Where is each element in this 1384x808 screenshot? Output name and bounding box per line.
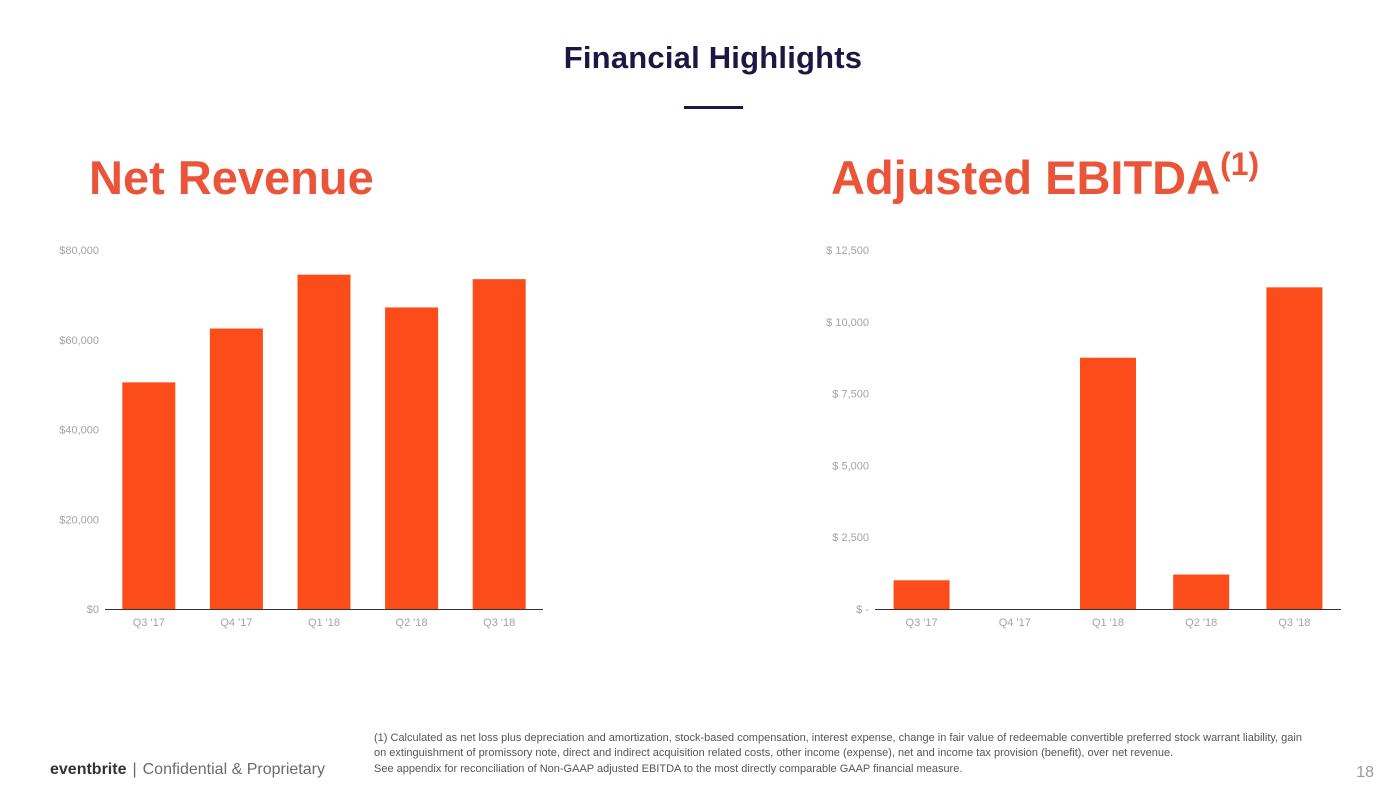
net-revenue-y-tick-label: $40,000 xyxy=(59,425,99,437)
brand-logo-text: eventbrite xyxy=(50,761,127,778)
net-revenue-bar xyxy=(385,307,439,609)
net-revenue-x-tick-label: Q2 '18 xyxy=(396,617,428,629)
footnote: (1) Calculated as net loss plus deprecia… xyxy=(374,731,1304,777)
ebitda-y-tick-label: $ 12,500 xyxy=(826,245,869,257)
net-revenue-y-tick-label: $0 xyxy=(87,604,99,616)
net-revenue-heading: Net Revenue xyxy=(89,150,374,205)
page-number: 18 xyxy=(1356,764,1374,781)
ebitda-bar xyxy=(1266,287,1323,609)
adjusted-ebitda-title: Adjusted EBITDA xyxy=(831,151,1221,204)
adjusted-ebitda-heading: Adjusted EBITDA(1) xyxy=(831,146,1259,205)
ebitda-x-tick-label: Q2 '18 xyxy=(1185,617,1217,629)
footnote-definition: (1) Calculated as net loss plus deprecia… xyxy=(374,732,1302,760)
page-title: Financial Highlights xyxy=(563,40,863,75)
footnote-appendix-note: See appendix for reconciliation of Non-G… xyxy=(374,762,963,775)
net-revenue-bar xyxy=(472,279,526,609)
confidential-label: Confidential & Proprietary xyxy=(142,761,325,778)
ebitda-x-tick-label: Q1 '18 xyxy=(1092,617,1124,629)
ebitda-bar xyxy=(1173,574,1230,609)
ebitda-y-tick-label: $ 7,500 xyxy=(832,389,869,401)
net-revenue-chart: $0 $20,000 $40,000 $60,000 $80,000 Q3 '17 Q4 '… xyxy=(59,245,543,629)
net-revenue-bar xyxy=(122,382,176,609)
net-revenue-title: Net Revenue xyxy=(89,151,374,204)
ebitda-bar xyxy=(1080,357,1136,609)
ebitda-x-tick-label: Q4 '17 xyxy=(999,617,1031,629)
ebitda-x-tick-label: Q3 '18 xyxy=(1278,617,1310,629)
net-revenue-y-tick-label: $60,000 xyxy=(59,335,99,347)
title-underline xyxy=(684,106,743,109)
net-revenue-bar xyxy=(209,328,263,609)
net-revenue-x-tick-label: Q3 '18 xyxy=(483,617,515,629)
net-revenue-y-tick-label: $80,000 xyxy=(59,245,99,257)
net-revenue-bar xyxy=(297,274,351,609)
footer-brand: eventbrite | Confidential & Proprietary xyxy=(50,761,325,779)
ebitda-y-tick-label: $ 10,000 xyxy=(826,317,869,329)
ebitda-y-tick-label: $ - xyxy=(856,604,869,616)
ebitda-bar xyxy=(893,580,950,609)
adjusted-ebitda-chart: $ - $ 2,500 $ 5,000 $ 7,500 $ 10,000 $ 12,500… xyxy=(826,245,1341,629)
ebitda-x-tick-label: Q3 '17 xyxy=(906,617,938,629)
footnote-marker: (1) xyxy=(1220,146,1260,182)
net-revenue-x-tick-label: Q1 '18 xyxy=(308,617,340,629)
ebitda-y-tick-label: $ 5,000 xyxy=(832,460,869,472)
net-revenue-x-tick-label: Q4 '17 xyxy=(220,617,252,629)
net-revenue-x-tick-label: Q3 '17 xyxy=(133,617,165,629)
ebitda-y-tick-label: $ 2,500 xyxy=(832,532,869,544)
net-revenue-y-tick-label: $20,000 xyxy=(59,514,99,526)
footer-separator: | xyxy=(132,761,137,778)
